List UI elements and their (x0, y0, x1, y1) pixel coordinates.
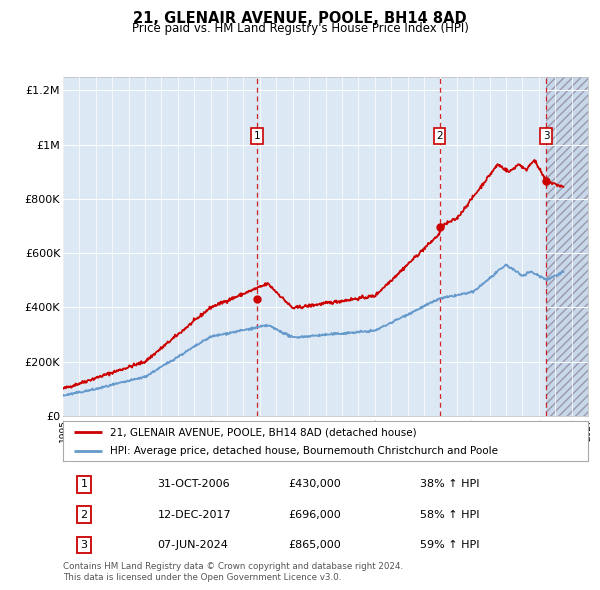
Text: 31-OCT-2006: 31-OCT-2006 (157, 480, 230, 489)
Text: 59% ↑ HPI: 59% ↑ HPI (420, 540, 479, 550)
Bar (546, 77, 588, 416)
Text: 3: 3 (542, 131, 550, 141)
Text: 1: 1 (254, 131, 260, 141)
Text: Contains HM Land Registry data © Crown copyright and database right 2024.: Contains HM Land Registry data © Crown c… (63, 562, 403, 571)
Text: 3: 3 (80, 540, 88, 550)
Text: 2: 2 (80, 510, 88, 520)
Text: HPI: Average price, detached house, Bournemouth Christchurch and Poole: HPI: Average price, detached house, Bour… (110, 447, 498, 456)
Text: 21, GLENAIR AVENUE, POOLE, BH14 8AD: 21, GLENAIR AVENUE, POOLE, BH14 8AD (133, 11, 467, 25)
Text: This data is licensed under the Open Government Licence v3.0.: This data is licensed under the Open Gov… (63, 573, 341, 582)
Text: 1: 1 (80, 480, 88, 489)
Text: £696,000: £696,000 (289, 510, 341, 520)
Text: £430,000: £430,000 (289, 480, 341, 489)
Text: 12-DEC-2017: 12-DEC-2017 (157, 510, 231, 520)
Text: 21, GLENAIR AVENUE, POOLE, BH14 8AD (detached house): 21, GLENAIR AVENUE, POOLE, BH14 8AD (det… (110, 428, 417, 438)
Text: Price paid vs. HM Land Registry's House Price Index (HPI): Price paid vs. HM Land Registry's House … (131, 22, 469, 35)
Text: £865,000: £865,000 (289, 540, 341, 550)
Text: 07-JUN-2024: 07-JUN-2024 (157, 540, 229, 550)
Text: 58% ↑ HPI: 58% ↑ HPI (420, 510, 479, 520)
Text: 38% ↑ HPI: 38% ↑ HPI (420, 480, 479, 489)
Bar (546, 77, 588, 416)
Text: 2: 2 (436, 131, 443, 141)
